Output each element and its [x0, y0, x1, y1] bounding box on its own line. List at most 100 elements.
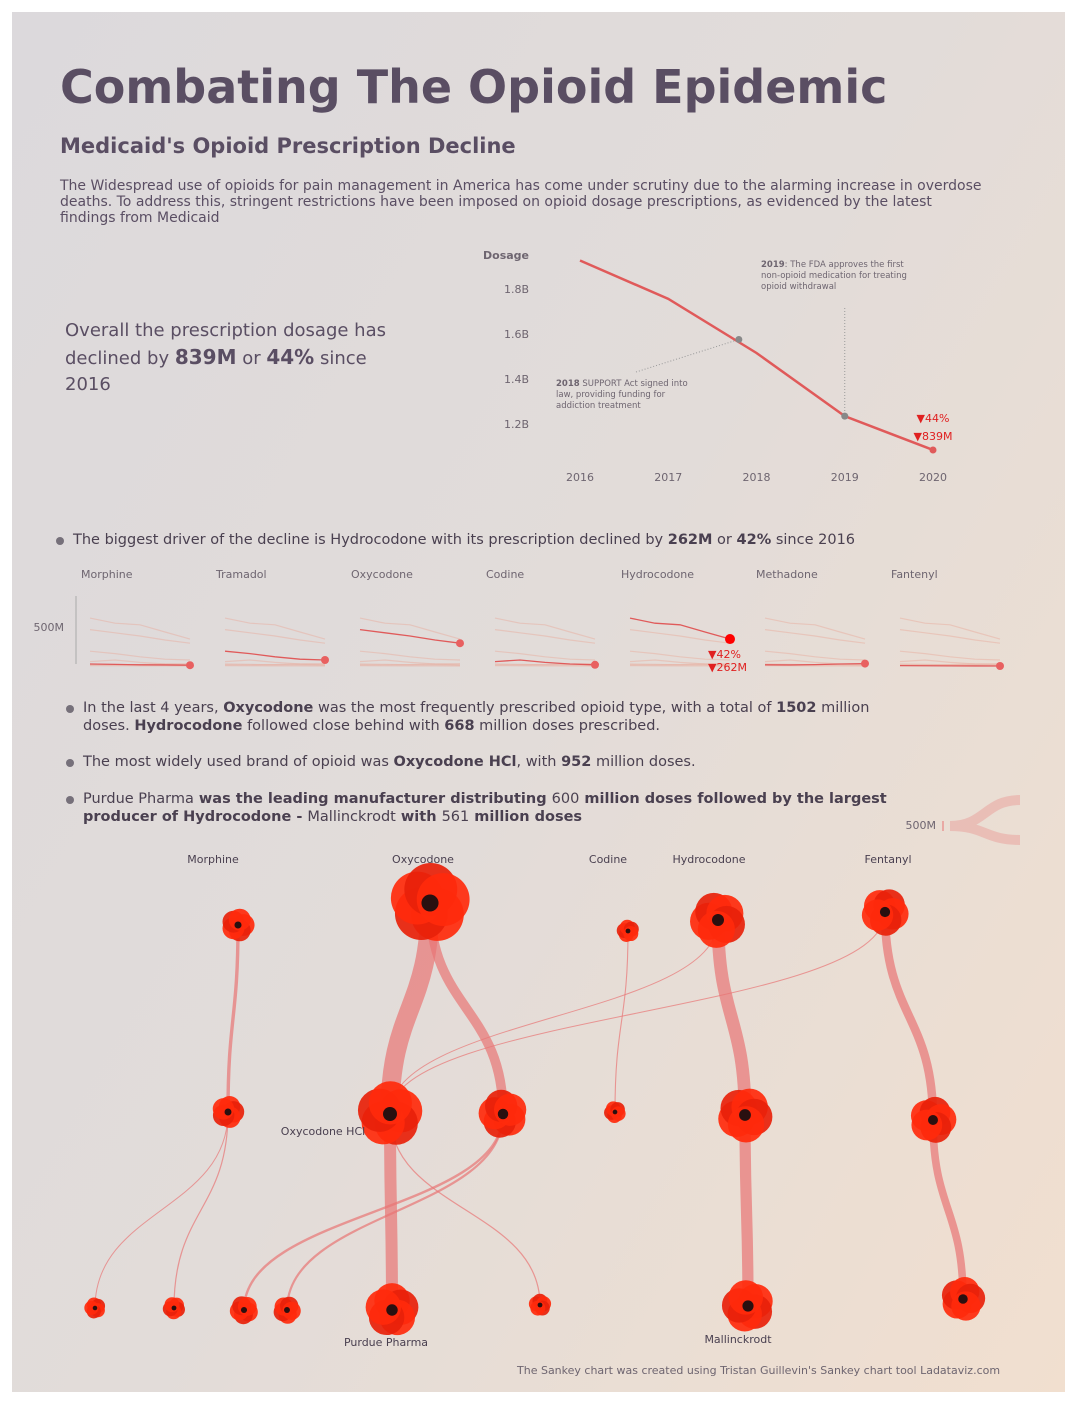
context-line — [899, 650, 1001, 661]
text: million doses. — [83, 700, 870, 734]
poppy — [222, 908, 255, 942]
panel-title: Methadone — [756, 568, 818, 581]
petal — [237, 1297, 257, 1316]
x-tick-label: 2017 — [654, 471, 682, 484]
end-point — [725, 634, 735, 645]
context-line — [494, 617, 596, 640]
panel-title: Codine — [486, 568, 524, 581]
poppy-center — [712, 914, 724, 926]
petal — [623, 926, 639, 942]
poppy-center — [612, 1109, 618, 1115]
value-label: ▼42% — [708, 648, 741, 661]
annotation-point — [735, 335, 743, 343]
x-tick-label: 2016 — [566, 471, 594, 484]
bullet: Purdue Pharma was the leading manufactur… — [66, 790, 893, 826]
subtitle: Medicaid's Opioid Prescription Decline — [60, 134, 516, 158]
footer: The Sankey chart was created using Trist… — [517, 1364, 1001, 1377]
line — [579, 259, 934, 452]
poppy — [528, 1293, 552, 1316]
context-line — [494, 663, 596, 666]
poppy-center — [224, 1108, 232, 1116]
flow — [614, 930, 629, 1113]
node-label: Codine — [589, 853, 627, 866]
poppy-center — [739, 1109, 751, 1121]
end-point — [929, 446, 937, 454]
text: Overall the prescription dosage has decl… — [65, 320, 387, 369]
value-label: ▼262M — [708, 661, 747, 674]
end-point — [591, 660, 599, 669]
context-line — [494, 629, 596, 644]
poppy — [910, 1096, 957, 1143]
poppy — [229, 1296, 258, 1325]
y-tick-label: 1.2B — [504, 418, 529, 431]
panel-title: Morphine — [81, 568, 133, 581]
text: 600 — [551, 791, 580, 807]
flow — [880, 911, 938, 1121]
text: In the last 4 years, — [83, 700, 224, 716]
flow — [226, 924, 240, 1113]
poppy — [273, 1296, 301, 1324]
flow — [173, 1111, 229, 1309]
poppy — [365, 1283, 419, 1336]
node-label: Oxycodone — [392, 853, 454, 866]
y-tick-label: 1.4B — [504, 373, 529, 386]
highlight: million doses followed by the largest pr… — [83, 791, 887, 825]
poppy — [162, 1297, 185, 1320]
highlight: 1502 — [776, 700, 817, 716]
annotation-year: 2019 — [761, 260, 785, 270]
poppy-center — [386, 1304, 398, 1316]
annotation: 2018 SUPPORT Act signed into law, provid… — [556, 379, 688, 411]
x-tick-label: 2020 — [919, 471, 947, 484]
highlight: 42% — [736, 532, 772, 548]
highlight: Hydrocodone — [134, 718, 243, 734]
text: since 2016 — [65, 348, 367, 395]
context-line — [224, 617, 326, 640]
bullet: In the last 4 years, Oxycodone was the m… — [66, 699, 883, 735]
annotation-year: 2018 — [556, 379, 580, 389]
context-line — [629, 650, 731, 661]
text: The biggest driver of the decline is Hyd… — [73, 532, 668, 548]
poppy — [861, 889, 909, 936]
poppy — [212, 1096, 245, 1128]
highlight: Oxycodone — [223, 700, 314, 716]
y-tick-label: 500M — [34, 621, 65, 634]
y-axis-label: Dosage — [483, 249, 529, 262]
highlight: was the leading manufacturer distributin… — [193, 791, 552, 807]
context-line — [764, 617, 866, 640]
context-line — [629, 659, 731, 666]
annotation-body: : The FDA approves the first non-opioid … — [761, 260, 907, 292]
petal — [911, 1109, 943, 1141]
context-line — [764, 629, 866, 644]
annotation-text: 2019: The FDA approves the first non-opi… — [761, 260, 911, 293]
poppy — [84, 1297, 106, 1319]
poppy — [604, 1101, 626, 1123]
text: The most widely used brand of opioid was — [83, 754, 394, 770]
context-line — [629, 663, 731, 666]
end-point — [321, 656, 329, 664]
poppy-center — [958, 1294, 968, 1304]
text: or — [712, 532, 737, 548]
flow — [711, 919, 752, 1116]
x-tick-label: 2019 — [831, 471, 859, 484]
end-point — [996, 662, 1004, 670]
flow — [285, 1113, 505, 1311]
panel-title: Oxycodone — [351, 568, 413, 581]
context-line — [224, 659, 326, 666]
context-line — [899, 663, 1001, 666]
end-point — [456, 639, 464, 648]
bullet: The most widely used brand of opioid was… — [66, 753, 696, 771]
context-line — [89, 650, 191, 661]
context-line — [899, 617, 1001, 640]
highlight: million doses — [469, 809, 583, 825]
y-tick-label: 1.8B — [504, 283, 529, 296]
petal — [212, 1098, 235, 1120]
title: Combating The Opioid Epidemic — [60, 60, 888, 114]
highlight: 668 — [444, 718, 475, 734]
text: was the most frequently prescribed opioi… — [313, 700, 777, 716]
poppy — [478, 1089, 527, 1138]
context-line — [764, 650, 866, 661]
poppy-center — [497, 1108, 509, 1120]
text: 561 — [441, 809, 470, 825]
flow — [929, 1119, 967, 1300]
leader — [635, 338, 740, 373]
